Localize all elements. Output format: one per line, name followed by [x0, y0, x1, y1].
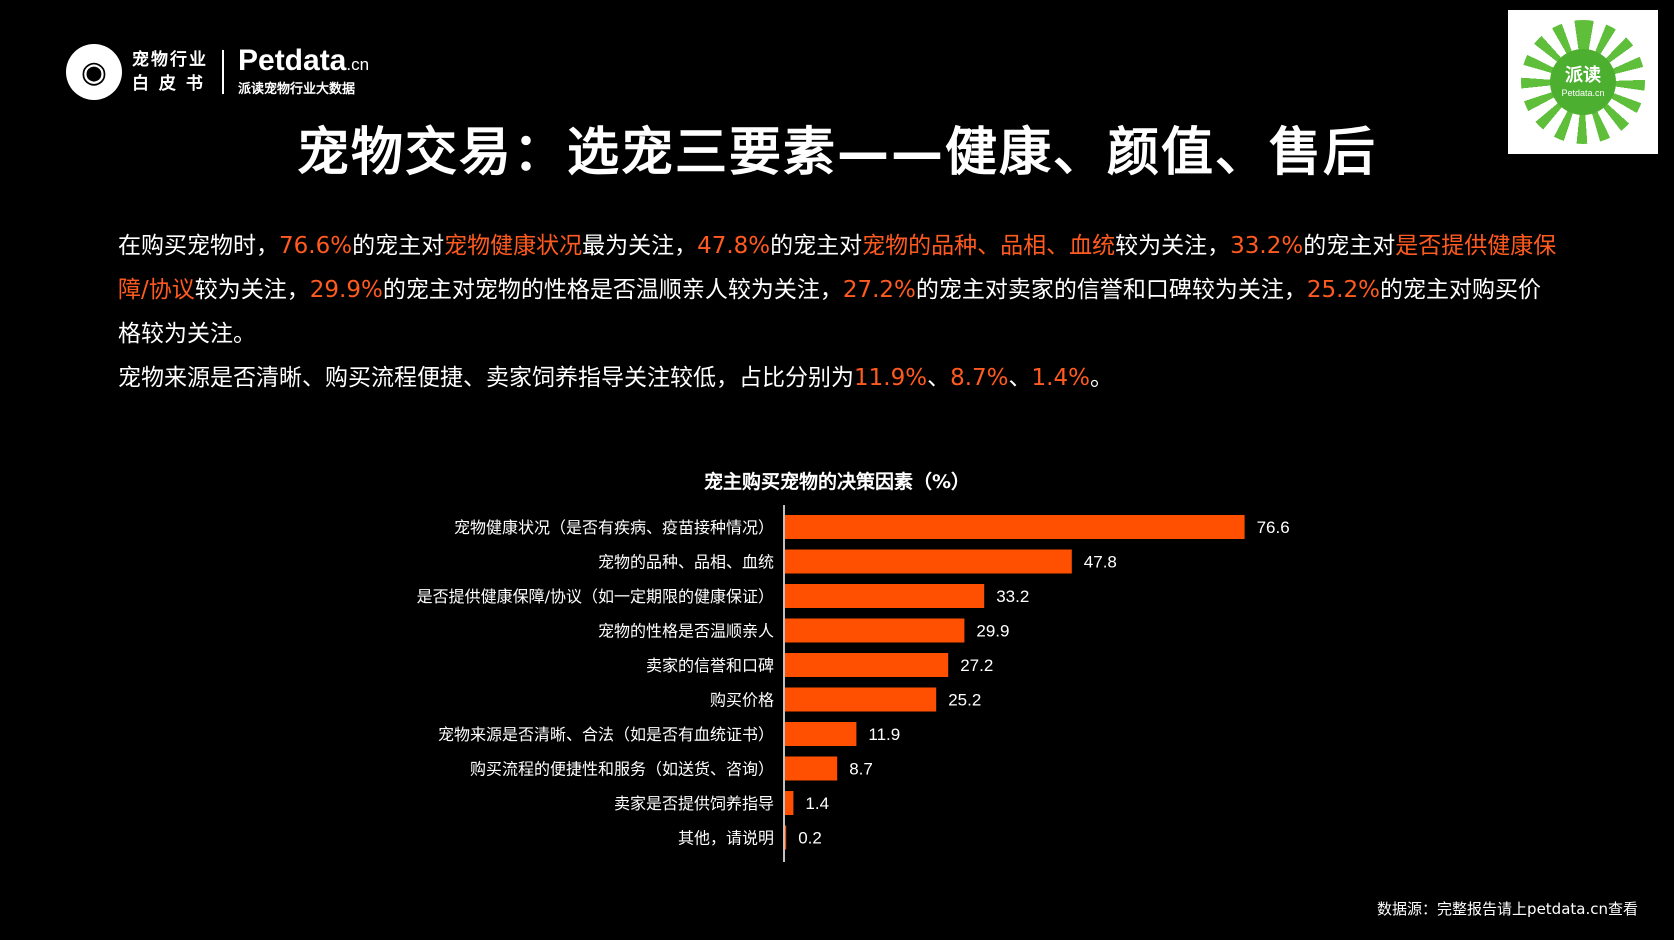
highlight-text: 25.2%	[1306, 277, 1380, 303]
value-label: 25.2	[948, 691, 981, 710]
data-source-note: 数据源：完整报告请上petdata.cn查看	[1377, 900, 1638, 918]
qr-center-badge: 派读 Petdata.cn	[1550, 49, 1616, 115]
category-label: 卖家的信誉和口碑	[646, 656, 774, 675]
highlight-text: 47.8%	[697, 233, 771, 259]
logo-line1: 宠物行业	[132, 50, 208, 70]
value-label: 0.2	[798, 829, 822, 848]
category-label: 宠物来源是否清晰、合法（如是否有血统证书）	[438, 725, 774, 744]
qr-name: 派读	[1565, 65, 1601, 86]
body-text: 宠物来源是否清晰、购买流程便捷、卖家饲养指导关注较低，占比分别为	[118, 365, 854, 391]
mini-program-qr-code[interactable]: 派读 Petdata.cn	[1508, 10, 1658, 154]
category-label: 卖家是否提供饲养指导	[614, 794, 774, 813]
body-text: 较为关注，	[194, 277, 310, 303]
highlight-text: 33.2%	[1230, 233, 1304, 259]
body-text: 的宠主对	[770, 233, 863, 259]
highlight-text: 11.9%	[854, 365, 928, 391]
bar	[785, 653, 949, 677]
highlight-text: 是否提供健康保障/协议	[118, 233, 1557, 303]
bar	[785, 618, 965, 643]
logo-divider	[222, 50, 224, 94]
qr-code-pattern: 派读 Petdata.cn	[1521, 20, 1645, 144]
highlight-text: 宠物健康状况	[444, 233, 583, 259]
bar	[785, 722, 857, 746]
category-label: 购买流程的便捷性和服务（如送货、咨询）	[470, 760, 774, 779]
highlight-text: 1.4%	[1031, 365, 1090, 391]
brand-name: Petdata.cn	[238, 44, 370, 77]
body-text: 较为关注，	[1115, 233, 1231, 259]
body-text: 在购买宠物时，	[118, 233, 279, 259]
body-text: 的宠主对	[352, 233, 445, 259]
bar	[785, 549, 1072, 574]
value-label: 11.9	[868, 725, 900, 744]
summary-paragraph: 在购买宠物时，76.6%的宠主对宠物健康状况最为关注，47.8%的宠主对宠物的品…	[118, 224, 1558, 400]
category-label: 购买价格	[710, 691, 774, 710]
body-text: 的宠主对	[1303, 233, 1396, 259]
brand-subtitle: 派读宠物行业大数据	[238, 82, 356, 97]
category-label: 宠物的品种、品相、血统	[598, 553, 774, 572]
bar	[785, 584, 985, 608]
chart-title: 宠主购买宠物的决策因素（%）	[703, 471, 971, 493]
value-label: 27.2	[960, 656, 993, 675]
bar	[785, 515, 1245, 539]
summary-line-1: 在购买宠物时，76.6%的宠主对宠物健康状况最为关注，47.8%的宠主对宠物的品…	[118, 224, 1558, 356]
value-label: 76.6	[1257, 518, 1290, 537]
qr-brand: Petdata.cn	[1561, 88, 1605, 98]
logo-line2: 白 皮 书	[132, 74, 205, 94]
bar	[785, 756, 838, 781]
body-text: 、	[927, 365, 951, 391]
body-text: 。	[1089, 365, 1113, 391]
value-label: 1.4	[805, 794, 829, 813]
value-label: 47.8	[1084, 553, 1117, 572]
bar	[785, 825, 787, 850]
value-label: 33.2	[996, 587, 1029, 606]
bar	[785, 687, 937, 712]
bar	[785, 791, 794, 815]
highlight-text: 29.9%	[309, 277, 383, 303]
highlight-text: 8.7%	[950, 365, 1009, 391]
body-text: 的宠主对卖家的信誉和口碑较为关注，	[915, 277, 1307, 303]
summary-line-2: 宠物来源是否清晰、购买流程便捷、卖家饲养指导关注较低，占比分别为11.9%、8.…	[118, 356, 1558, 400]
highlight-text: 宠物的品种、品相、血统	[862, 233, 1116, 259]
page-title: 宠物交易：选宠三要素——健康、颜值、售后	[296, 123, 1377, 183]
highlight-text: 76.6%	[279, 233, 353, 259]
value-label: 8.7	[849, 760, 873, 779]
pet-face-icon: ◉	[66, 44, 122, 100]
category-label: 宠物健康状况（是否有疾病、疫苗接种情况）	[454, 518, 774, 537]
bar-chart: 宠物健康状况（是否有疾病、疫苗接种情况） 76.6 宠物的品种、品相、血统 47.8 是…	[417, 505, 1290, 862]
highlight-text: 27.2%	[842, 277, 916, 303]
petdata-brand: Petdata.cn 派读宠物行业大数据	[238, 45, 369, 99]
category-label: 其他，请说明	[678, 829, 774, 848]
value-label: 29.9	[976, 622, 1009, 641]
body-text: 最为关注，	[582, 233, 698, 259]
category-label: 宠物的性格是否温顺亲人	[598, 622, 774, 641]
body-text: 的宠主对宠物的性格是否温顺亲人较为关注，	[382, 277, 843, 303]
logo: ◉ 宠物行业 白 皮 书 Petdata.cn 派读宠物行业大数据	[66, 44, 369, 100]
body-text: 、	[1008, 365, 1032, 391]
category-label: 是否提供健康保障/协议（如一定期限的健康保证）	[417, 587, 774, 606]
body-text: 的宠主对购买价格较为关注。	[118, 277, 1541, 347]
logo-whitepaper-text: 宠物行业 白 皮 书	[132, 48, 208, 96]
